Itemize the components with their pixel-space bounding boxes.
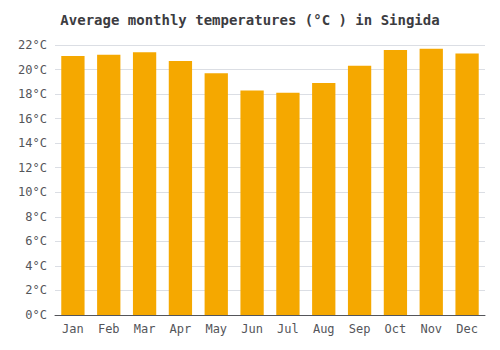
svg-text:Sep: Sep — [349, 322, 371, 336]
svg-text:Nov: Nov — [420, 322, 442, 336]
svg-text:18°C: 18°C — [18, 87, 47, 101]
svg-text:Apr: Apr — [170, 322, 192, 336]
svg-text:22°C: 22°C — [18, 38, 47, 52]
svg-text:2°C: 2°C — [25, 283, 47, 297]
svg-text:May: May — [205, 322, 227, 336]
svg-text:14°C: 14°C — [18, 136, 47, 150]
svg-text:Dec: Dec — [456, 322, 478, 336]
svg-text:Jan: Jan — [62, 322, 84, 336]
svg-text:12°C: 12°C — [18, 161, 47, 175]
svg-text:Jul: Jul — [277, 322, 299, 336]
svg-text:16°C: 16°C — [18, 112, 47, 126]
svg-text:Mar: Mar — [134, 322, 156, 336]
svg-text:10°C: 10°C — [18, 185, 47, 199]
svg-text:20°C: 20°C — [18, 63, 47, 77]
svg-text:Feb: Feb — [98, 322, 120, 336]
svg-text:8°C: 8°C — [25, 210, 47, 224]
svg-text:Average monthly temperatures (: Average monthly temperatures (°C ) in Si… — [60, 12, 439, 28]
svg-text:Oct: Oct — [385, 322, 407, 336]
svg-text:Aug: Aug — [313, 322, 335, 336]
svg-text:4°C: 4°C — [25, 259, 47, 273]
svg-text:Jun: Jun — [241, 322, 263, 336]
svg-text:6°C: 6°C — [25, 234, 47, 248]
svg-text:0°C: 0°C — [25, 308, 47, 322]
